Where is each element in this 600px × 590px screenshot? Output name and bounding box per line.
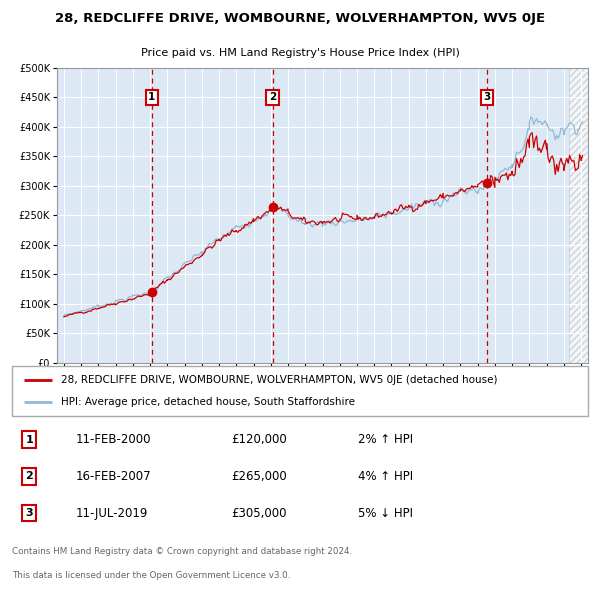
Text: HPI: Average price, detached house, South Staffordshire: HPI: Average price, detached house, Sout…	[61, 397, 355, 407]
Text: 2% ↑ HPI: 2% ↑ HPI	[358, 433, 413, 446]
Text: 1: 1	[25, 435, 33, 445]
Text: 4% ↑ HPI: 4% ↑ HPI	[358, 470, 413, 483]
Text: 5% ↓ HPI: 5% ↓ HPI	[358, 507, 413, 520]
FancyBboxPatch shape	[12, 366, 588, 416]
Text: 28, REDCLIFFE DRIVE, WOMBOURNE, WOLVERHAMPTON, WV5 0JE: 28, REDCLIFFE DRIVE, WOMBOURNE, WOLVERHA…	[55, 12, 545, 25]
Text: £265,000: £265,000	[231, 470, 287, 483]
Text: £305,000: £305,000	[231, 507, 286, 520]
Text: £120,000: £120,000	[231, 433, 287, 446]
Text: 2: 2	[269, 93, 276, 102]
Text: 11-FEB-2000: 11-FEB-2000	[76, 433, 151, 446]
Bar	[569, 68, 588, 363]
Text: 3: 3	[483, 93, 490, 102]
Text: 11-JUL-2019: 11-JUL-2019	[76, 507, 148, 520]
Text: 1: 1	[148, 93, 155, 102]
Text: 16-FEB-2007: 16-FEB-2007	[76, 470, 151, 483]
Text: 28, REDCLIFFE DRIVE, WOMBOURNE, WOLVERHAMPTON, WV5 0JE (detached house): 28, REDCLIFFE DRIVE, WOMBOURNE, WOLVERHA…	[61, 375, 497, 385]
Text: Price paid vs. HM Land Registry's House Price Index (HPI): Price paid vs. HM Land Registry's House …	[140, 48, 460, 58]
Text: 3: 3	[25, 508, 33, 518]
Text: This data is licensed under the Open Government Licence v3.0.: This data is licensed under the Open Gov…	[12, 571, 290, 579]
Text: Contains HM Land Registry data © Crown copyright and database right 2024.: Contains HM Land Registry data © Crown c…	[12, 548, 352, 556]
Text: 2: 2	[25, 471, 33, 481]
